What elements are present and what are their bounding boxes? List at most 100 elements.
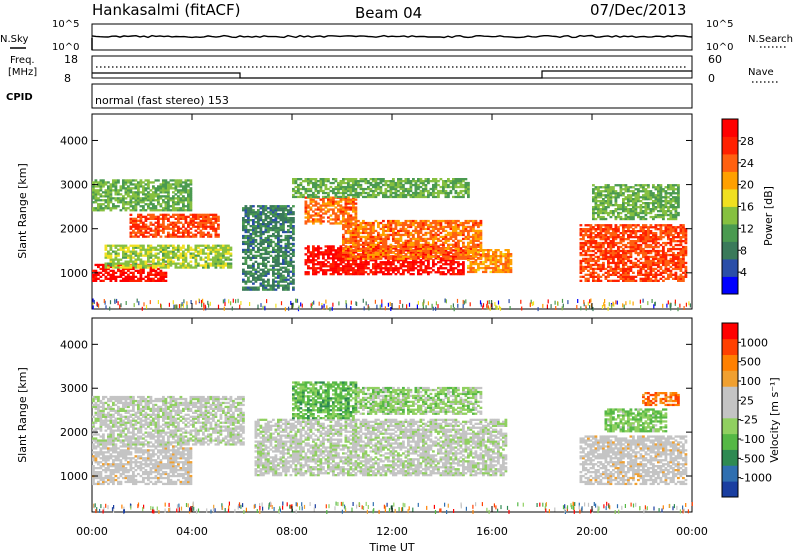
data-cell — [152, 246, 155, 249]
data-cell — [284, 266, 288, 269]
data-cell — [257, 248, 260, 252]
data-cell — [132, 275, 135, 278]
data-cell — [262, 240, 265, 244]
data-cell — [202, 264, 205, 267]
freq-series-line — [92, 70, 692, 79]
data-cell — [259, 240, 263, 244]
data-cell — [464, 249, 468, 252]
data-cell — [404, 239, 408, 242]
data-cell — [262, 211, 265, 214]
data-cell — [119, 271, 123, 274]
data-cell — [304, 247, 308, 250]
data-cell — [114, 244, 118, 247]
data-cell — [182, 189, 185, 192]
data-cell — [424, 178, 428, 181]
data-cell — [484, 256, 488, 260]
data-cell — [132, 183, 135, 186]
data-cell — [349, 206, 353, 209]
data-cell — [357, 181, 360, 185]
data-cell — [312, 271, 315, 274]
data-cell — [397, 185, 400, 189]
data-cell — [144, 183, 148, 186]
data-cell — [619, 257, 623, 261]
data-cell — [374, 255, 378, 258]
data-cell — [229, 254, 233, 257]
data-cell — [584, 257, 588, 261]
data-cell — [134, 203, 138, 206]
data-cell — [227, 252, 230, 255]
data-cell — [597, 249, 600, 253]
data-cell — [447, 237, 450, 241]
data-cell — [394, 269, 398, 272]
data-cell — [112, 205, 115, 208]
data-cell — [262, 225, 265, 228]
data-cell — [384, 223, 388, 227]
data-cell — [124, 189, 128, 192]
data-cell — [614, 271, 618, 274]
data-cell — [584, 279, 588, 282]
data-cell — [367, 243, 370, 246]
data-cell — [282, 213, 285, 216]
data-cell — [179, 183, 183, 186]
data-cell — [187, 231, 190, 234]
data-cell — [114, 207, 118, 210]
data-cell — [142, 225, 145, 228]
data-cell — [337, 253, 340, 256]
data-cell — [274, 236, 278, 240]
data-cell — [292, 232, 295, 236]
data-cell — [362, 253, 365, 256]
data-cell — [397, 259, 400, 262]
data-cell — [309, 253, 313, 256]
data-cell — [339, 261, 343, 264]
beam-title: Beam 04 — [355, 4, 422, 22]
data-cell — [414, 247, 418, 250]
data-cell — [182, 244, 185, 247]
data-cell — [364, 259, 368, 262]
data-cell — [199, 219, 203, 222]
data-cell — [147, 191, 150, 194]
data-cell — [204, 256, 208, 259]
data-cell — [582, 265, 585, 269]
data-cell — [634, 236, 638, 239]
data-cell — [112, 273, 115, 276]
data-cell — [272, 246, 275, 250]
data-cell — [392, 178, 395, 181]
data-cell — [367, 180, 370, 183]
data-cell — [149, 248, 153, 251]
data-cell — [462, 261, 465, 264]
data-cell — [137, 187, 140, 190]
data-cell — [339, 185, 343, 189]
data-cell — [149, 201, 153, 204]
data-cell — [412, 245, 415, 248]
data-cell — [319, 208, 323, 211]
data-cell — [262, 278, 265, 281]
data-cell — [617, 245, 620, 249]
data-cell — [612, 236, 615, 239]
data-cell — [134, 187, 138, 190]
data-cell — [599, 251, 603, 255]
data-cell — [639, 247, 643, 251]
data-cell — [129, 256, 133, 259]
data-cell — [109, 183, 113, 186]
data-cell — [509, 268, 513, 272]
data-cell — [262, 272, 265, 275]
data-cell — [314, 218, 318, 221]
data-cell — [432, 221, 435, 225]
data-cell — [287, 244, 290, 248]
data-cell — [622, 236, 625, 239]
data-cell — [189, 191, 193, 194]
data-cell — [259, 276, 263, 279]
data-cell — [642, 234, 645, 237]
data-cell — [507, 249, 510, 252]
data-cell — [132, 256, 135, 259]
data-cell — [137, 246, 140, 249]
data-cell — [314, 259, 318, 262]
data-cell — [282, 262, 285, 265]
data-cell — [209, 252, 213, 255]
data-cell — [152, 213, 155, 216]
data-cell — [354, 210, 358, 213]
data-cell — [112, 179, 115, 182]
data-cell — [582, 228, 585, 231]
data-cell — [342, 269, 345, 272]
data-cell — [452, 195, 455, 199]
